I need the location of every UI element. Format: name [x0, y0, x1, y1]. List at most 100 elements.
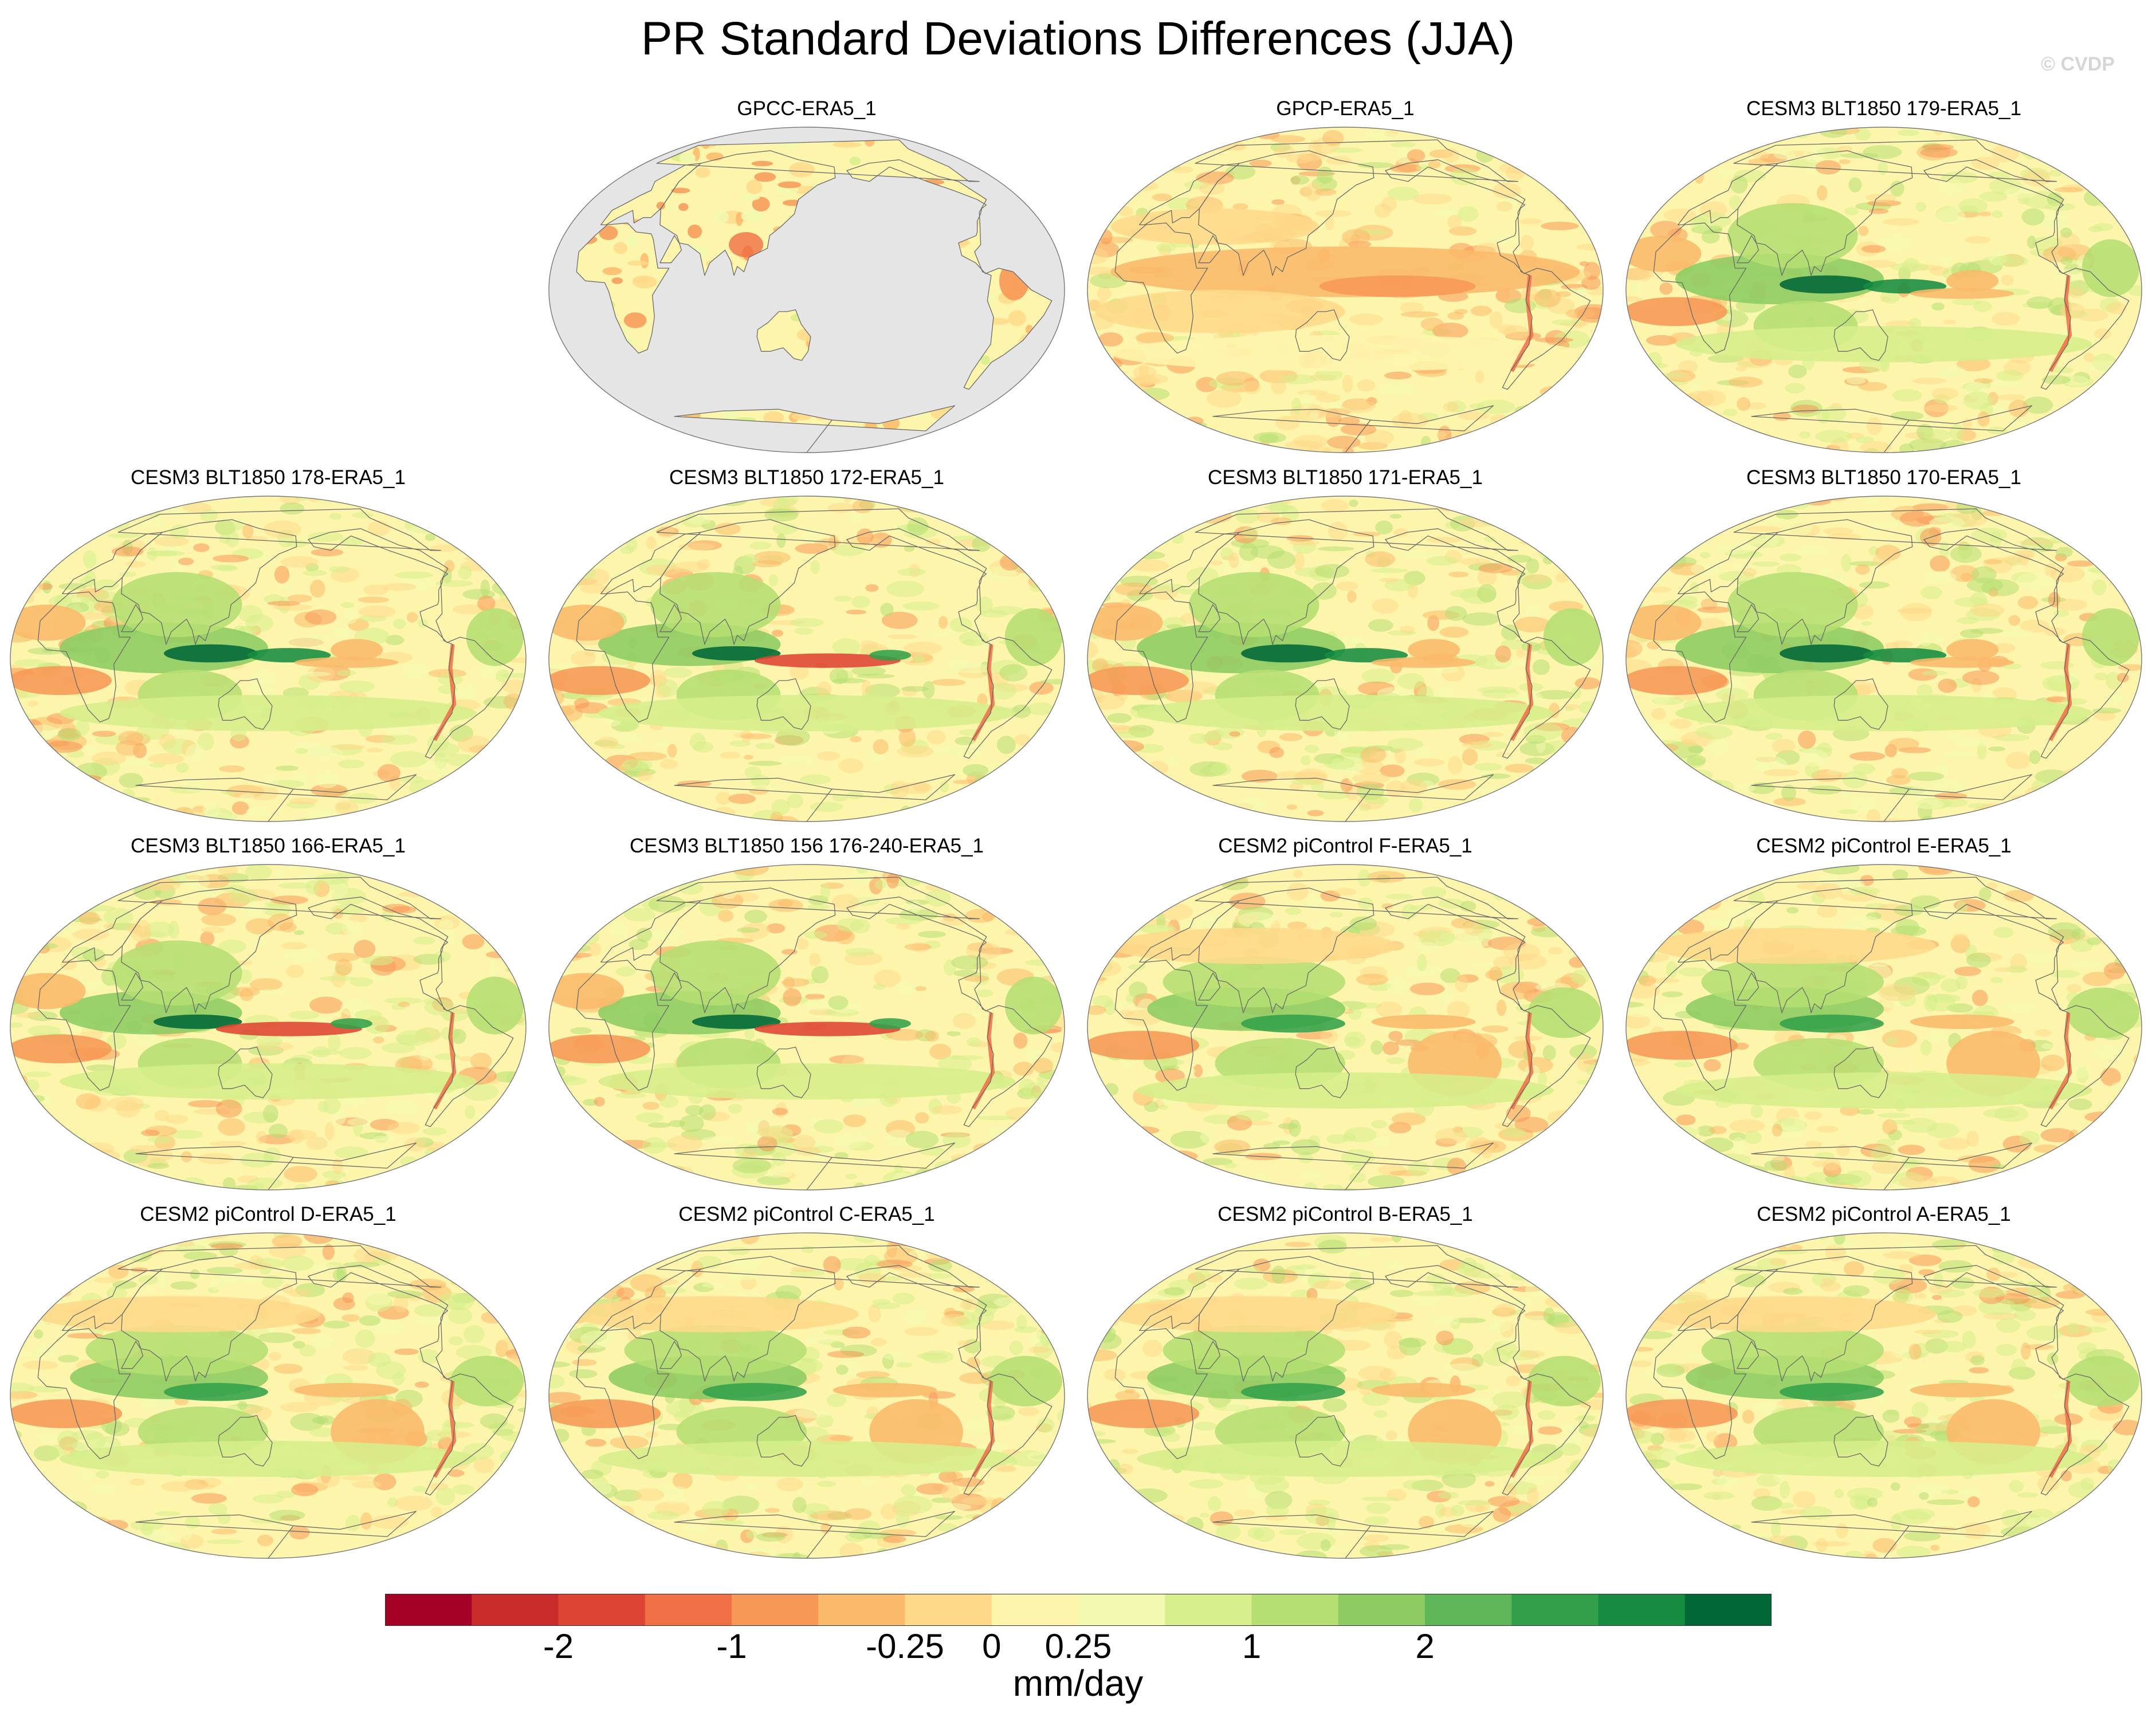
anomaly-cell — [10, 1089, 22, 1098]
anomaly-cell — [2107, 127, 2135, 132]
anomaly-cell — [1400, 302, 1424, 313]
anomaly-cell — [1549, 1166, 1577, 1177]
anomaly-cell — [87, 1549, 98, 1558]
anomaly-cell — [602, 886, 615, 893]
anomaly-cell — [1504, 298, 1536, 313]
anomaly-cell — [665, 865, 676, 879]
map-panel: CESM3 BLT1850 171-ERA5_1 — [1079, 465, 1612, 832]
anomaly-cell — [609, 811, 631, 822]
anomaly-cell — [1087, 1119, 1112, 1136]
anomaly-cell — [1633, 171, 1671, 180]
anomaly-cell — [1677, 595, 1698, 606]
anomaly-cell — [309, 996, 343, 1014]
anomaly-cell — [1668, 516, 1703, 534]
anomaly-cell — [1099, 519, 1125, 533]
anomaly-cell — [1321, 499, 1349, 512]
panel-title: CESM3 BLT1850 179-ERA5_1 — [1746, 97, 2021, 120]
anomaly-cell — [238, 1276, 264, 1285]
anomaly-cell — [948, 1172, 979, 1184]
anomaly-cell — [1748, 158, 1776, 166]
anomaly-cell — [2095, 899, 2131, 905]
anomaly-cell — [1747, 402, 1766, 410]
anomaly-cell — [1499, 981, 1534, 1000]
anomaly-cell — [359, 1315, 381, 1326]
anomaly-cell — [97, 1533, 130, 1543]
anomaly-cell — [1315, 564, 1350, 579]
anomaly-cell — [733, 496, 754, 500]
coastline — [1751, 1142, 2033, 1190]
anomaly-cell — [390, 861, 402, 865]
anomaly-cell — [302, 569, 327, 576]
anomaly-cell — [1387, 737, 1424, 751]
anomaly-band — [2082, 608, 2139, 666]
anomaly-cell — [1697, 606, 1732, 614]
anomaly-cell — [1637, 799, 1667, 817]
anomaly-cell — [90, 865, 117, 869]
anomaly-cell — [1125, 1146, 1164, 1160]
coastline — [1678, 532, 1778, 595]
anomaly-cell — [1087, 349, 1103, 357]
anomaly-cell — [141, 1129, 160, 1137]
anomaly-cell — [2058, 1176, 2095, 1186]
anomaly-cell — [1640, 496, 1665, 507]
anomaly-cell — [746, 179, 763, 194]
anomaly-cell — [136, 875, 174, 891]
anomaly-cell — [2083, 137, 2096, 148]
anomaly-cell — [1546, 891, 1572, 905]
anomaly-cell — [477, 595, 496, 611]
anomaly-band — [1626, 297, 1727, 327]
anomaly-cell — [502, 1091, 526, 1098]
anomaly-cell — [1662, 991, 1683, 997]
anomaly-cell — [903, 642, 942, 655]
coastline — [1385, 159, 1591, 390]
panel-title: CESM3 BLT1850 156 176-240-ERA5_1 — [629, 835, 984, 857]
map-border — [548, 127, 1065, 453]
anomaly-cell — [1087, 917, 1125, 927]
anomaly-cell — [1264, 367, 1285, 382]
anomaly-cell — [1099, 544, 1129, 559]
anomaly-cell — [411, 496, 430, 510]
anomaly-cell — [1950, 545, 1982, 563]
anomaly-cell — [1372, 1137, 1393, 1148]
anomaly-cell — [921, 875, 943, 881]
anomaly-cell — [939, 780, 949, 793]
anomaly-cell — [169, 1130, 203, 1139]
anomaly-cell — [2102, 175, 2131, 189]
anomaly-cell — [1796, 496, 1825, 501]
anomaly-cell — [800, 528, 824, 544]
anomaly-cell — [565, 952, 592, 958]
anomaly-cell — [1259, 434, 1279, 443]
anomaly-cell — [1525, 138, 1556, 154]
anomaly-cell — [464, 532, 477, 540]
anomaly-cell — [343, 1365, 368, 1371]
anomaly-cell — [1141, 805, 1172, 820]
coastline — [1737, 519, 1913, 645]
anomaly-cell — [1659, 744, 1679, 752]
anomaly-cell — [382, 1233, 400, 1238]
anomaly-cell — [1455, 496, 1484, 500]
anomaly-cell — [983, 1152, 1015, 1163]
global-map — [548, 864, 1065, 1190]
anomaly-cell — [776, 756, 815, 764]
anomaly-cell — [578, 522, 606, 537]
anomaly-cell — [1297, 390, 1328, 396]
anomaly-cell — [2115, 781, 2142, 788]
anomaly-cell — [2025, 785, 2060, 803]
anomaly-cell — [843, 1114, 866, 1127]
anomaly-cell — [2092, 885, 2122, 902]
anomaly-cell — [453, 1531, 470, 1538]
anomaly-cell — [1827, 1182, 1859, 1190]
anomaly-cell — [491, 787, 526, 804]
anomaly-cell — [1416, 368, 1447, 377]
anomaly-cell — [200, 931, 215, 946]
anomaly-cell — [1972, 989, 1988, 1007]
anomaly-cell — [2035, 865, 2069, 873]
anomaly-cell — [488, 901, 513, 910]
anomaly-cell — [550, 502, 582, 513]
anomaly-cell — [223, 1475, 235, 1486]
anomaly-cell — [1087, 921, 1099, 938]
coastline — [1295, 1047, 1350, 1098]
coastline — [117, 508, 441, 551]
anomaly-cell — [1569, 1179, 1603, 1190]
anomaly-cell — [888, 634, 917, 639]
